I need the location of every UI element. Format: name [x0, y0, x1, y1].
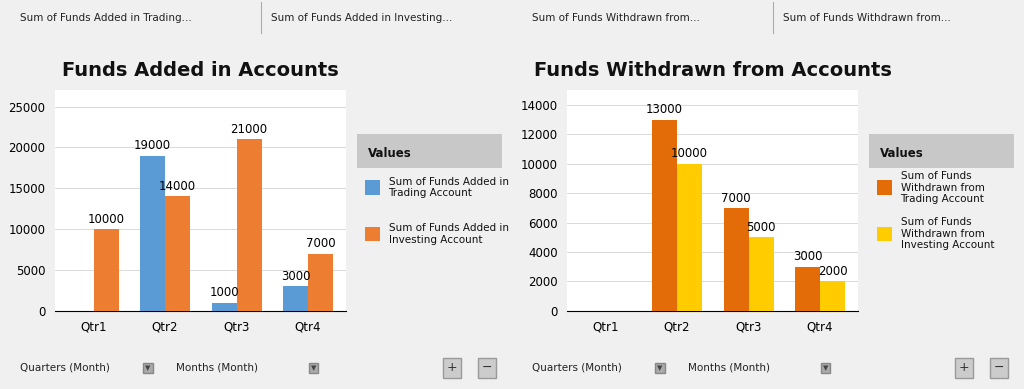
Text: Sum of Funds Withdrawn from...: Sum of Funds Withdrawn from... — [783, 13, 951, 23]
Bar — [366, 180, 380, 195]
Bar — [212, 303, 237, 311]
Text: Sum of Funds Withdrawn from...: Sum of Funds Withdrawn from... — [532, 13, 700, 23]
Text: Sum of Funds
Withdrawn from
Trading Account: Sum of Funds Withdrawn from Trading Acco… — [900, 171, 984, 204]
FancyBboxPatch shape — [868, 134, 1014, 168]
Text: 14000: 14000 — [159, 180, 197, 193]
Text: 21000: 21000 — [230, 123, 267, 136]
Text: 10000: 10000 — [88, 213, 125, 226]
Text: ▼: ▼ — [657, 365, 663, 371]
Text: Months (Month): Months (Month) — [176, 362, 258, 372]
Bar — [878, 180, 892, 195]
Text: ▼: ▼ — [145, 365, 151, 371]
Text: Sum of Funds Added in
Trading Account: Sum of Funds Added in Trading Account — [388, 177, 509, 198]
Text: Values: Values — [369, 147, 412, 160]
Bar — [237, 139, 261, 311]
Text: 3000: 3000 — [281, 270, 310, 283]
Bar — [366, 226, 380, 241]
Text: Quarters (Month): Quarters (Month) — [20, 362, 110, 372]
Bar — [795, 266, 820, 311]
Text: +: + — [958, 361, 969, 374]
Text: 3000: 3000 — [793, 251, 822, 263]
Text: Quarters (Month): Quarters (Month) — [532, 362, 622, 372]
Title: Funds Added in Accounts: Funds Added in Accounts — [62, 61, 339, 81]
Text: −: − — [993, 361, 1005, 374]
Bar — [140, 156, 165, 311]
Bar — [749, 237, 773, 311]
Text: 19000: 19000 — [134, 139, 171, 152]
Text: Sum of Funds Added in
Investing Account: Sum of Funds Added in Investing Account — [388, 223, 509, 245]
Text: Sum of Funds
Withdrawn from
Investing Account: Sum of Funds Withdrawn from Investing Ac… — [900, 217, 994, 251]
Text: −: − — [481, 361, 493, 374]
Bar — [652, 120, 677, 311]
Text: Values: Values — [881, 147, 924, 160]
Text: 13000: 13000 — [646, 103, 683, 116]
Text: 7000: 7000 — [306, 237, 336, 250]
Bar — [724, 208, 749, 311]
Bar — [820, 281, 845, 311]
Text: 10000: 10000 — [671, 147, 708, 160]
Text: ▼: ▼ — [823, 365, 828, 371]
Bar — [878, 226, 892, 241]
Bar — [677, 164, 702, 311]
Text: 1000: 1000 — [209, 286, 239, 299]
Bar — [308, 254, 333, 311]
Text: +: + — [446, 361, 457, 374]
Title: Funds Withdrawn from Accounts: Funds Withdrawn from Accounts — [534, 61, 892, 81]
Text: Sum of Funds Added in Trading...: Sum of Funds Added in Trading... — [20, 13, 191, 23]
Text: ▼: ▼ — [311, 365, 316, 371]
Text: Sum of Funds Added in Investing...: Sum of Funds Added in Investing... — [271, 13, 453, 23]
Bar — [165, 196, 190, 311]
FancyBboxPatch shape — [356, 134, 502, 168]
Text: 5000: 5000 — [746, 221, 776, 234]
Text: 2000: 2000 — [818, 265, 848, 278]
Bar — [283, 286, 308, 311]
Text: 7000: 7000 — [721, 191, 751, 205]
Text: Months (Month): Months (Month) — [688, 362, 770, 372]
Bar — [93, 229, 119, 311]
